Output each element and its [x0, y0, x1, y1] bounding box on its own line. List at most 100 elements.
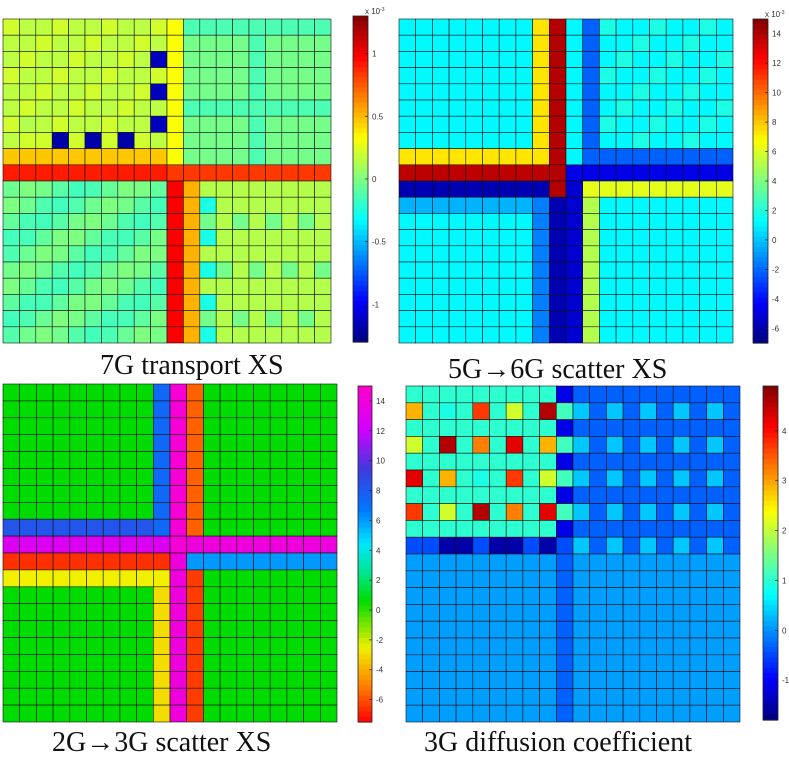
heatmap-cell — [448, 115, 467, 133]
heatmap-cell — [682, 245, 700, 263]
heatmap-cell — [199, 229, 217, 247]
heatmap-cell — [314, 34, 332, 52]
heatmap-cell — [69, 637, 87, 655]
heatmap-cell — [699, 277, 717, 295]
heatmap-cell — [682, 310, 700, 328]
heatmap-cell — [589, 402, 607, 420]
heatmap-cell — [615, 34, 634, 52]
colorbar-segment — [763, 526, 778, 533]
heatmap-cell — [232, 83, 250, 101]
colorbar-segment — [353, 336, 368, 343]
heatmap-cell — [415, 164, 433, 182]
heatmap-cell — [522, 503, 540, 521]
colorbar-segment — [353, 26, 368, 32]
heatmap-cell — [599, 132, 617, 149]
heatmap-cell — [183, 51, 201, 68]
colorbar-segment — [353, 158, 368, 165]
heatmap-cell — [35, 294, 53, 311]
colorbar-tick-label: -0.5 — [372, 238, 386, 247]
heatmap-cell — [236, 586, 254, 604]
heatmap-cell — [2, 501, 21, 520]
heatmap-cell — [297, 213, 315, 230]
heatmap-cell — [465, 196, 483, 214]
heatmap-cell — [672, 604, 691, 622]
colorbar-segment — [353, 56, 368, 63]
heatmap-cell — [281, 83, 299, 101]
heatmap-cell — [68, 51, 86, 68]
heatmap-cell — [219, 620, 238, 638]
heatmap-cell — [539, 385, 557, 404]
heatmap-cell — [183, 99, 201, 117]
heatmap-cell — [303, 569, 321, 588]
heatmap-cell — [699, 310, 717, 328]
heatmap-cell — [136, 501, 154, 520]
heatmap-cell — [572, 587, 591, 605]
heatmap-cell — [117, 115, 135, 133]
colorbar-segment — [358, 695, 372, 702]
heatmap-cell — [186, 586, 204, 604]
heatmap-cell — [649, 164, 667, 182]
caption-5g-6g-scatter: 5G→6G scatter XS — [448, 354, 668, 385]
heatmap-cell — [422, 402, 440, 420]
heatmap-cell — [51, 83, 69, 101]
heatmap-cell — [219, 434, 238, 452]
heatmap-cell — [565, 83, 584, 101]
heatmap-cell — [136, 670, 154, 689]
colorbar-segment — [353, 209, 368, 216]
heatmap-cell — [219, 670, 238, 689]
heatmap-cell — [532, 196, 550, 214]
heatmap-cell — [432, 326, 450, 344]
heatmap-cell — [505, 604, 524, 622]
colorbar-segment — [353, 219, 368, 226]
heatmap-cell — [319, 620, 338, 638]
heatmap-cell — [405, 419, 424, 437]
heatmap-cell — [465, 51, 483, 68]
heatmap-cell — [2, 294, 20, 311]
heatmap-cell — [52, 451, 71, 469]
heatmap-cell — [565, 229, 584, 247]
heatmap-cell — [35, 67, 53, 85]
heatmap-cell — [19, 586, 37, 604]
heatmap-cell — [649, 245, 667, 263]
heatmap-cell — [84, 67, 102, 85]
heatmap-cell — [632, 229, 650, 247]
colorbar-segment — [763, 417, 778, 424]
heatmap-cell — [405, 671, 424, 689]
heatmap-cell — [203, 552, 221, 571]
heatmap-cell — [186, 451, 204, 469]
colorbar-segment — [753, 84, 768, 91]
heatmap-cell — [236, 417, 254, 435]
heatmap-cell — [281, 310, 299, 328]
heatmap-cell — [2, 417, 21, 435]
heatmap-cell — [722, 688, 741, 706]
colorbar-segment — [358, 674, 372, 681]
heatmap-cell — [2, 586, 21, 604]
heatmap-cell — [539, 503, 557, 521]
heatmap-cell — [622, 688, 641, 706]
heatmap-cell — [303, 451, 321, 469]
heatmap-cell — [117, 213, 135, 230]
heatmap-cell — [265, 18, 283, 36]
heatmap-cell — [297, 261, 315, 279]
heatmap-cell — [498, 213, 517, 230]
heatmap-cell — [689, 704, 707, 723]
heatmap-cell — [183, 164, 201, 182]
heatmap-cell — [101, 277, 119, 295]
heatmap-cell — [649, 99, 667, 117]
heatmap-cell — [286, 670, 304, 689]
heatmap-cell — [314, 18, 332, 36]
heatmap-cell — [68, 148, 86, 166]
heatmap-cell — [150, 34, 168, 52]
heatmap-cell — [515, 164, 533, 182]
heatmap-cell — [715, 310, 734, 328]
heatmap-cell — [498, 148, 517, 166]
heatmap-cell — [422, 436, 440, 454]
heatmap-cell — [269, 654, 288, 672]
heatmap-cell — [86, 687, 104, 706]
heatmap-cell — [253, 654, 271, 672]
colorbar-segment — [763, 396, 778, 403]
colorbar-segment — [763, 662, 778, 669]
colorbar-segment — [763, 547, 778, 554]
heatmap-cell — [117, 18, 135, 36]
heatmap-cell — [102, 535, 121, 554]
